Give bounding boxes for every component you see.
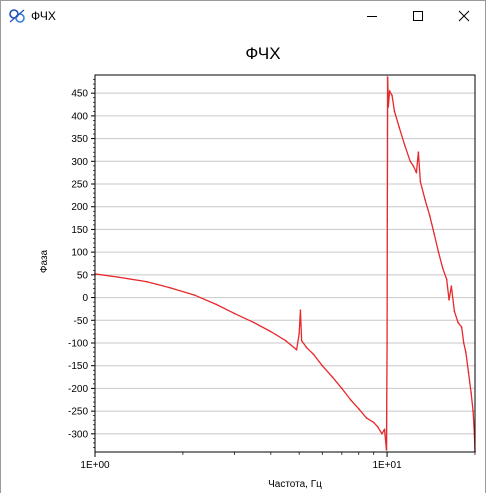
data-point bbox=[381, 433, 383, 435]
data-point bbox=[419, 180, 422, 183]
y-axis-ticks: -300 -250 -200 -150 -100 -50 0 50 100 150 200 250 30… bbox=[68, 79, 95, 448]
data-point bbox=[145, 280, 148, 283]
data-point bbox=[391, 94, 393, 97]
data-point bbox=[377, 426, 379, 428]
close-button[interactable] bbox=[441, 1, 486, 31]
data-point bbox=[441, 267, 444, 269]
y-tick-label: 400 bbox=[71, 111, 88, 122]
data-point bbox=[300, 339, 303, 342]
data-point bbox=[404, 144, 406, 147]
data-point bbox=[168, 286, 171, 289]
y-tick-label: 350 bbox=[71, 134, 88, 145]
app-logo-icon bbox=[9, 9, 25, 23]
data-point bbox=[464, 351, 467, 353]
y-tick-label: 250 bbox=[71, 180, 88, 191]
data-point bbox=[284, 339, 287, 342]
data-point bbox=[295, 349, 298, 351]
data-point bbox=[270, 330, 272, 333]
data-point bbox=[298, 333, 300, 335]
data-point bbox=[450, 285, 453, 288]
data-point bbox=[385, 442, 387, 444]
data-point bbox=[305, 346, 308, 349]
y-axis-label: Фаза bbox=[39, 249, 50, 273]
data-point bbox=[437, 251, 440, 253]
data-point bbox=[428, 215, 431, 217]
maximize-button[interactable] bbox=[395, 1, 441, 31]
data-point bbox=[460, 326, 463, 328]
data-point bbox=[383, 428, 386, 431]
y-tick-label: 200 bbox=[71, 202, 88, 213]
data-point bbox=[365, 417, 368, 419]
y-tick-label: 450 bbox=[71, 89, 88, 100]
data-point bbox=[233, 312, 236, 315]
data-point bbox=[341, 387, 343, 390]
chart-panel: ФЧХ -300 -250 -200 -150 -100 -50 0 50 100 150 200 2… bbox=[1, 31, 485, 493]
series-line-1 bbox=[94, 76, 476, 453]
data-point bbox=[385, 448, 388, 451]
chart-title: ФЧХ bbox=[245, 44, 280, 63]
maximize-icon bbox=[413, 11, 423, 21]
y-tick-label: -150 bbox=[68, 361, 88, 372]
data-point bbox=[321, 364, 324, 367]
data-point bbox=[331, 376, 334, 378]
data-point bbox=[448, 299, 450, 301]
data-point bbox=[312, 353, 315, 356]
data-point bbox=[372, 421, 375, 424]
y-tick-label: -200 bbox=[68, 384, 88, 395]
data-point bbox=[453, 310, 456, 312]
data-point bbox=[462, 342, 465, 344]
plot-frame bbox=[94, 74, 476, 453]
data-point bbox=[386, 76, 389, 79]
data-point bbox=[398, 126, 400, 129]
data-point bbox=[299, 309, 302, 312]
y-tick-label: -250 bbox=[68, 407, 88, 418]
data-point bbox=[470, 392, 472, 394]
x-tick-label: 1E+00 bbox=[80, 460, 110, 471]
y-tick-label: 300 bbox=[71, 157, 88, 168]
y-tick-label: 100 bbox=[71, 248, 88, 259]
data-point bbox=[117, 276, 119, 278]
data-point bbox=[467, 371, 470, 374]
x-axis-label: Частота, Гц bbox=[268, 479, 322, 490]
data-point bbox=[415, 171, 418, 174]
data-point bbox=[387, 105, 390, 108]
data-point bbox=[417, 151, 420, 154]
y-tick-label: -50 bbox=[74, 316, 89, 327]
phase-frequency-chart: ФЧХ -300 -250 -200 -150 -100 -50 0 50 100 150 200 2… bbox=[39, 44, 476, 490]
data-point bbox=[253, 321, 255, 324]
data-point bbox=[386, 219, 389, 222]
data-point bbox=[357, 408, 360, 410]
data-point bbox=[457, 321, 459, 324]
x-axis-ticks: 1E+00 1E+01 bbox=[80, 452, 476, 471]
y-tick-label: 0 bbox=[82, 293, 88, 304]
data-point bbox=[424, 199, 426, 201]
data-point bbox=[215, 303, 218, 306]
data-point bbox=[445, 278, 448, 281]
data-point bbox=[433, 233, 436, 235]
y-tick-label: -100 bbox=[68, 338, 88, 349]
data-point bbox=[388, 90, 391, 92]
data-point bbox=[472, 410, 474, 412]
y-tick-label: 50 bbox=[77, 270, 89, 281]
data-point bbox=[412, 165, 415, 167]
grid-lines bbox=[95, 75, 475, 452]
window-title: ФЧХ bbox=[31, 9, 56, 23]
data-point bbox=[349, 398, 352, 401]
series-layer bbox=[94, 76, 476, 453]
y-tick-label: -300 bbox=[68, 429, 88, 440]
data-point bbox=[194, 294, 196, 297]
x-tick-label: 1E+01 bbox=[372, 460, 402, 471]
data-point bbox=[386, 342, 388, 344]
minimize-icon bbox=[367, 16, 377, 17]
close-icon bbox=[458, 10, 470, 22]
data-point bbox=[393, 110, 396, 113]
data-point bbox=[409, 160, 412, 163]
y-tick-label: 150 bbox=[71, 225, 88, 236]
title-bar[interactable]: ФЧХ bbox=[1, 1, 485, 31]
minimize-button[interactable] bbox=[349, 1, 395, 31]
